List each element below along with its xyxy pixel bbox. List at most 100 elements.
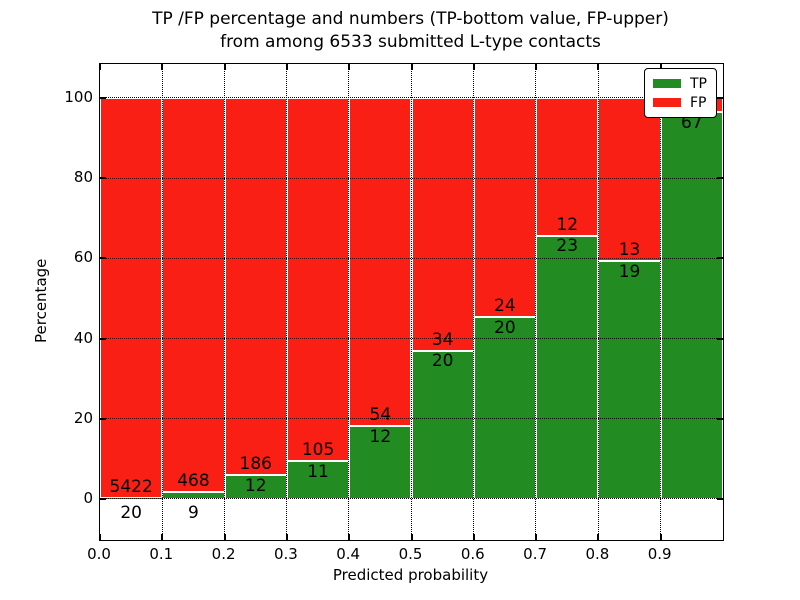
fp-count-label: 105	[301, 440, 335, 461]
bar-segment-fp	[224, 98, 287, 475]
tp-count-label: 9	[188, 502, 199, 523]
y-tick-mark	[717, 498, 723, 501]
y-tick-mark	[100, 257, 106, 260]
x-tick-mark	[161, 64, 164, 70]
bar-segment-tp	[411, 350, 474, 500]
x-tick-mark	[285, 534, 288, 540]
x-tick-label: 0.4	[336, 545, 361, 563]
x-tick-mark	[597, 534, 600, 540]
legend-entry-tp: TP	[653, 74, 707, 93]
x-tick-mark	[472, 534, 475, 540]
legend-label-tp: TP	[690, 75, 707, 92]
x-axis-label: Predicted probability	[332, 566, 489, 584]
x-tick-mark	[348, 534, 351, 540]
y-tick-mark	[717, 97, 723, 100]
bar-segment-tp	[349, 426, 412, 500]
x-tick-mark	[410, 534, 413, 540]
x-tick-mark	[597, 64, 600, 70]
fp-count-label: 5422	[109, 476, 153, 497]
tp-count-label: 11	[307, 461, 329, 482]
tp-count-label: 20	[494, 317, 516, 338]
x-gridline	[286, 64, 288, 540]
y-tick-mark	[100, 417, 106, 420]
x-tick-label: 0.0	[87, 545, 111, 563]
x-tick-mark	[223, 534, 226, 540]
fp-count-label: 12	[556, 214, 579, 235]
tp-count-label: 20	[120, 502, 142, 523]
y-tick-label: 0	[83, 489, 93, 508]
x-tick-label: 0.5	[398, 545, 423, 563]
x-tick-label: 0.6	[460, 545, 485, 563]
x-tick-mark	[535, 64, 538, 70]
x-gridline	[410, 64, 412, 540]
plot-area: 5422 20 468 9 186 12 105 11 54 12 34 20 24 20 12 23 13 19…	[99, 63, 724, 541]
x-gridline	[473, 64, 475, 540]
x-gridline	[161, 64, 163, 540]
x-tick-mark	[659, 534, 662, 540]
fp-count-label: 468	[177, 470, 210, 491]
legend: TP FP	[644, 68, 717, 118]
bar-segment-fp	[100, 98, 163, 498]
grid-layer	[100, 64, 723, 540]
y-tick-label: 20	[73, 408, 93, 427]
x-tick-label: 0.2	[211, 545, 236, 563]
y-tick-mark	[717, 177, 723, 180]
legend-swatch-fp	[653, 98, 681, 107]
legend-label-fp: FP	[690, 94, 707, 111]
x-tick-mark	[659, 64, 662, 70]
y-tick-mark	[717, 417, 723, 420]
fp-count-label: 34	[431, 329, 454, 350]
chart-title: TP /FP percentage and numbers (TP-bottom…	[99, 8, 722, 54]
bar-segment-tp	[598, 260, 661, 500]
fp-count-label: 186	[239, 453, 272, 474]
x-tick-label: 0.9	[647, 545, 672, 563]
y-tick-label: 80	[73, 168, 93, 187]
y-tick-label: 40	[73, 328, 93, 347]
y-tick-mark	[100, 498, 106, 501]
chart-title-line2: from among 6533 submitted L-type contact…	[220, 32, 601, 52]
x-tick-mark	[161, 534, 164, 540]
x-tick-mark	[285, 64, 288, 70]
x-tick-label: 0.7	[523, 545, 548, 563]
bar-segment-fp	[536, 98, 599, 236]
bar-label-layer: 5422 20 468 9 186 12 105 11 54 12 34 20 24 20 12 23 13 19…	[100, 64, 723, 540]
x-tick-mark	[99, 64, 101, 70]
bar-segment-tp	[224, 474, 287, 500]
tp-count-label: 67	[681, 112, 703, 133]
x-gridline	[348, 64, 350, 540]
bars-layer	[100, 64, 723, 540]
tp-count-label: 12	[244, 475, 267, 496]
legend-swatch-tp	[653, 79, 681, 88]
x-tick-mark	[223, 64, 226, 70]
x-gridline	[659, 64, 661, 540]
y-tick-mark	[100, 337, 106, 340]
chart-title-line1: TP /FP percentage and numbers (TP-bottom…	[152, 9, 669, 29]
fp-count-label: 24	[494, 296, 516, 316]
fp-count-label: 54	[369, 405, 392, 426]
y-tick-mark	[717, 337, 723, 340]
x-tick-mark	[410, 64, 413, 70]
bar-segment-fp	[286, 98, 350, 462]
x-tick-label: 0.1	[149, 545, 174, 563]
bar-segment-tp	[473, 316, 537, 500]
bar-segment-fp	[598, 98, 661, 261]
tick-mark-layer	[99, 64, 723, 540]
y-axis-label: Percentage	[32, 258, 50, 344]
x-gridline	[597, 64, 599, 540]
x-gridline	[535, 64, 537, 540]
legend-entry-fp: FP	[653, 93, 707, 112]
x-gridline	[223, 64, 225, 540]
x-tick-mark	[348, 64, 351, 70]
x-tick-label: 0.3	[273, 545, 298, 563]
x-tick-label: 0.8	[585, 545, 610, 563]
tp-count-label: 20	[431, 351, 454, 372]
fp-count-label: 13	[618, 240, 641, 261]
y-tick-mark	[100, 97, 106, 100]
y-tick-mark	[100, 177, 106, 180]
x-tick-mark	[99, 534, 101, 540]
bar-segment-fp	[411, 98, 474, 351]
tp-count-label: 19	[618, 261, 641, 282]
x-tick-mark	[472, 64, 475, 70]
y-tick-label: 100	[64, 88, 93, 107]
